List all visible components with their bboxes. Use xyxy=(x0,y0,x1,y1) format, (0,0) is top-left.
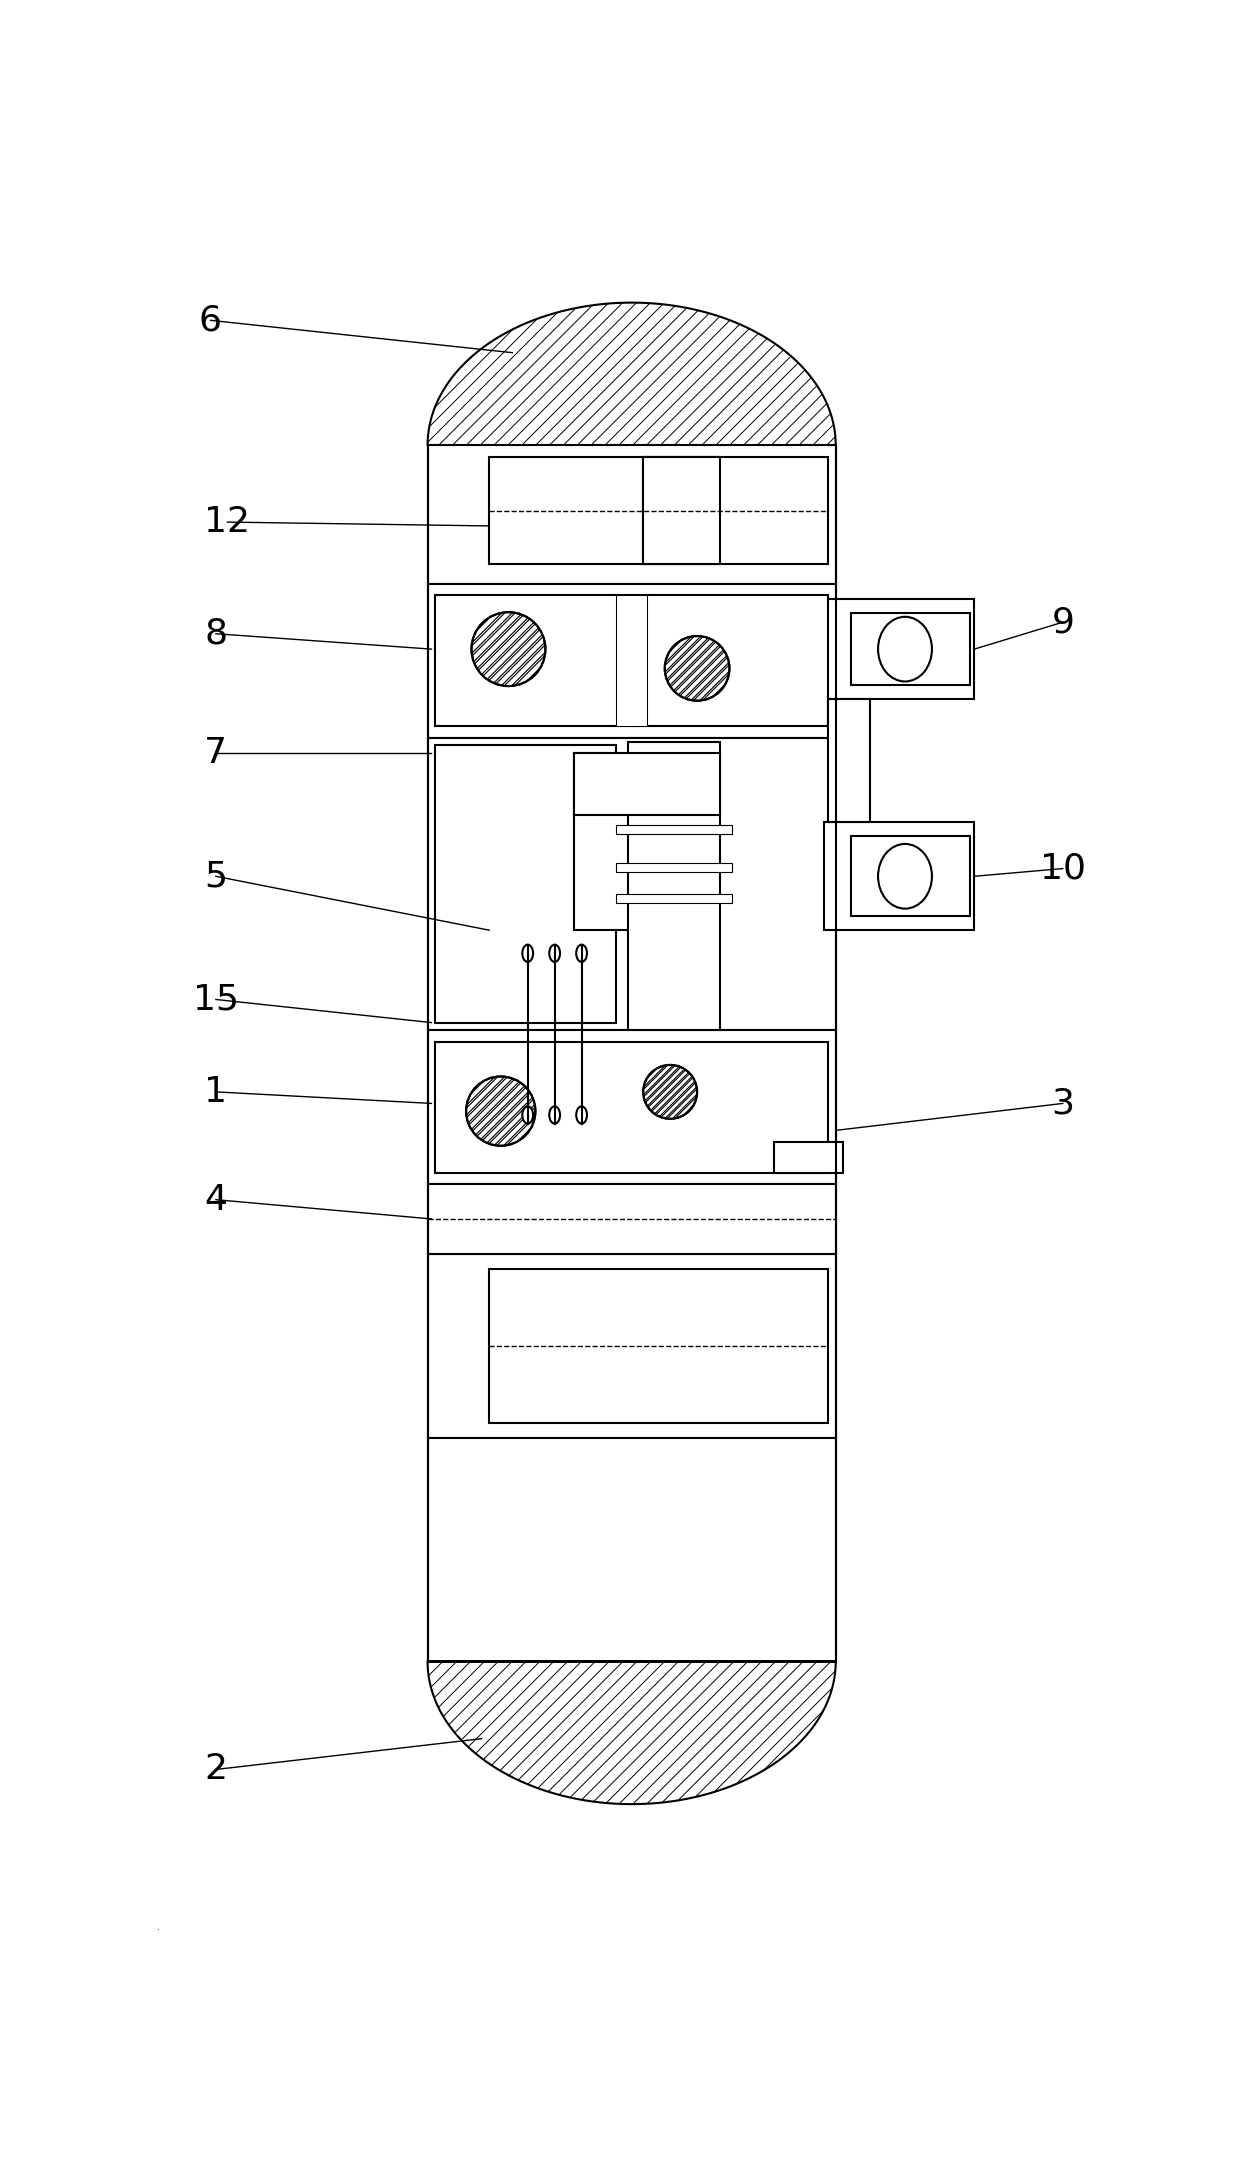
Ellipse shape xyxy=(878,616,932,681)
Bar xyxy=(428,445,836,583)
Bar xyxy=(435,594,640,727)
Ellipse shape xyxy=(577,1106,587,1124)
Text: 12: 12 xyxy=(205,505,250,540)
Text: 5: 5 xyxy=(205,859,227,894)
Text: 6: 6 xyxy=(198,304,222,338)
Bar xyxy=(428,1184,836,1254)
Bar xyxy=(428,1254,836,1438)
Bar xyxy=(574,753,720,816)
Bar xyxy=(851,837,971,915)
Bar xyxy=(435,1041,828,1173)
Bar xyxy=(616,894,732,902)
Polygon shape xyxy=(428,304,836,445)
Bar xyxy=(640,594,828,727)
Bar xyxy=(428,1438,836,1661)
Bar xyxy=(616,863,732,872)
Text: 10: 10 xyxy=(1040,852,1086,885)
Bar xyxy=(490,458,720,564)
Bar xyxy=(428,583,836,737)
Bar xyxy=(428,1030,836,1184)
Text: 15: 15 xyxy=(193,983,239,1017)
Circle shape xyxy=(644,1065,697,1119)
Circle shape xyxy=(466,1076,536,1145)
Bar xyxy=(627,742,720,1030)
Ellipse shape xyxy=(549,946,560,961)
Circle shape xyxy=(471,612,546,685)
Text: 3: 3 xyxy=(1052,1087,1074,1121)
Bar xyxy=(616,594,647,727)
Bar xyxy=(851,614,971,685)
Text: 1: 1 xyxy=(205,1076,227,1108)
Bar xyxy=(616,824,732,833)
Bar xyxy=(574,753,635,931)
Bar xyxy=(435,746,616,1022)
Bar xyxy=(644,458,828,564)
Text: 7: 7 xyxy=(205,735,227,770)
Ellipse shape xyxy=(577,946,587,961)
Ellipse shape xyxy=(549,1106,560,1124)
Text: 2: 2 xyxy=(205,1753,227,1787)
Text: 4: 4 xyxy=(205,1182,227,1217)
Bar xyxy=(644,458,720,564)
Circle shape xyxy=(665,636,729,701)
Ellipse shape xyxy=(522,1106,533,1124)
Bar xyxy=(825,822,975,931)
Bar xyxy=(428,737,836,1030)
Polygon shape xyxy=(428,1661,836,1805)
Bar xyxy=(490,1269,828,1423)
Bar xyxy=(774,1141,843,1173)
Bar xyxy=(825,599,975,698)
Ellipse shape xyxy=(878,844,932,909)
Bar xyxy=(828,698,870,822)
Text: 9: 9 xyxy=(1052,605,1074,640)
Text: 8: 8 xyxy=(205,616,227,651)
Ellipse shape xyxy=(522,946,533,961)
